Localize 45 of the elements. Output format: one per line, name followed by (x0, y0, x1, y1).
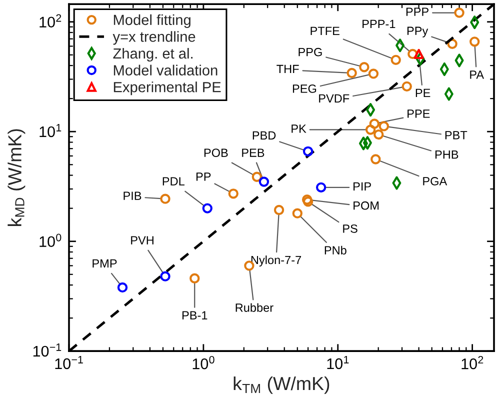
x-tick-label: 10$^{2}$ (462, 356, 484, 370)
annotation: PDL (162, 177, 184, 186)
x-tick-label: 10$^{−1}$ (55, 356, 83, 370)
annotation: THF (276, 64, 299, 74)
annotation: PVDF (319, 94, 350, 102)
y-tick-label: 10$^{1}$ (40, 124, 62, 138)
annotation: Rubber (236, 303, 274, 312)
legend-label: Model fitting (114, 14, 190, 28)
annotation: PPG (298, 48, 322, 56)
annotation: PB-1 (182, 311, 208, 320)
legend-label: Experimental PE (114, 82, 221, 96)
legend-label: Zhang. et al. (113, 48, 192, 62)
annotation: PIP (354, 182, 371, 190)
annotation: PK (292, 124, 306, 133)
annotation: PEG (292, 84, 316, 93)
annotation: PP (196, 172, 211, 181)
annotation: PVH (131, 236, 154, 244)
annotation: PEB (242, 148, 264, 157)
annotation: PBT (445, 131, 468, 140)
y-tick-label: 10$^{0}$ (40, 234, 62, 248)
annotation: PNb (324, 246, 346, 254)
annotation: PIB (124, 192, 142, 200)
annotation: PBD (252, 131, 276, 140)
annotation: PA (470, 70, 484, 79)
annotation: POB (204, 148, 228, 158)
x-axis-title: k$_{TM}$ (W/mK) (234, 376, 330, 394)
annotation: PPE (408, 110, 430, 118)
y-axis-title: k$_{MD}$ (W/mK) (8, 129, 26, 226)
annotation: PMP (92, 259, 117, 268)
annotation: POM (354, 201, 379, 210)
x-tick-label: 10$^{1}$ (327, 356, 349, 370)
y-tick-label: 10$^{−1}$ (33, 343, 62, 357)
annotation: PPy (407, 26, 428, 38)
legend-label: Model validation (114, 64, 218, 76)
legend-label: y=x trendline (112, 31, 196, 45)
annotation: PPP-1 (362, 20, 396, 28)
y-tick-label: 10$^{2}$ (40, 14, 62, 28)
annotation: PGA (423, 177, 448, 186)
annotation: PTFE (310, 26, 340, 35)
annotation: Nylon-7-7 (251, 256, 302, 267)
annotation: PPP (406, 8, 428, 16)
annotation: PHB (435, 150, 458, 159)
annotation: PE (416, 88, 430, 98)
annotation: PS (343, 224, 358, 233)
x-tick-label: 10$^{0}$ (192, 356, 214, 370)
